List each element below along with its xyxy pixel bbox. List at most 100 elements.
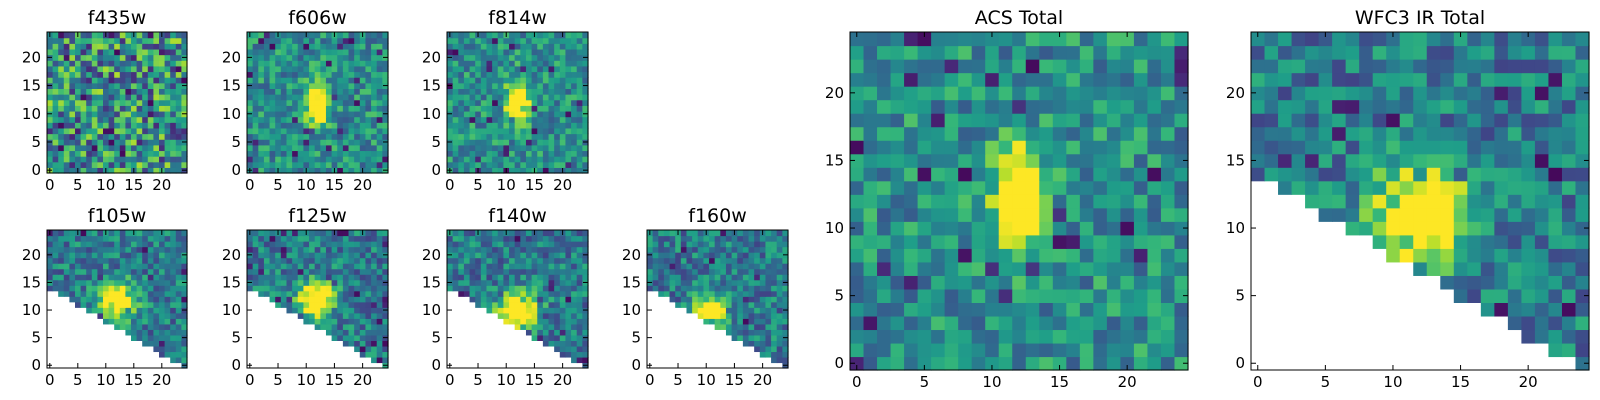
heatmap-cell <box>1453 140 1468 155</box>
heatmap-cell <box>469 48 476 56</box>
heatmap-cell <box>359 150 367 157</box>
heatmap-cell <box>1372 99 1387 114</box>
heatmap-cell <box>737 274 744 281</box>
x-tick-label: 20 <box>753 371 772 389</box>
heatmap-cell <box>331 329 338 336</box>
heatmap-cell <box>525 77 533 84</box>
heatmap-cell <box>181 296 188 303</box>
heatmap-cell <box>486 48 493 56</box>
heatmap-cell <box>1453 221 1468 236</box>
heatmap-cell <box>303 88 310 95</box>
heatmap-cell <box>252 127 259 135</box>
heatmap-cell <box>164 133 171 140</box>
heatmap-cell <box>663 268 671 275</box>
heatmap-cell <box>452 161 459 168</box>
heatmap-cell <box>958 248 973 263</box>
heatmap-cell <box>303 285 310 292</box>
heatmap-cell <box>486 105 493 112</box>
heatmap-cell <box>998 342 1013 358</box>
heatmap-cell <box>153 48 160 56</box>
heatmap-cell <box>1012 113 1027 128</box>
heatmap-cell <box>1147 140 1162 155</box>
heatmap-cell <box>998 207 1013 222</box>
heatmap-cell <box>458 43 465 50</box>
heatmap-cell <box>709 290 716 297</box>
heatmap-cell <box>309 246 316 253</box>
heatmap-cell <box>359 307 367 314</box>
heatmap-cell <box>958 59 973 74</box>
heatmap-cell <box>1066 207 1081 222</box>
heatmap-cell <box>514 312 521 319</box>
heatmap-cell <box>582 105 589 112</box>
heatmap-cell <box>492 307 499 314</box>
heatmap-cell <box>1494 45 1509 60</box>
heatmap-cell <box>309 274 316 281</box>
heatmap-cell <box>1079 167 1094 182</box>
heatmap-cell <box>125 150 132 157</box>
heatmap-cell <box>147 94 154 101</box>
heatmap-cell <box>447 116 454 123</box>
heatmap-cell <box>1440 126 1455 141</box>
heatmap-cell <box>1120 315 1135 331</box>
heatmap-cell <box>292 48 299 56</box>
heatmap-cell <box>354 37 361 44</box>
heatmap-cell <box>365 105 372 112</box>
heatmap-cell <box>337 32 344 39</box>
heatmap-cell <box>263 230 271 237</box>
heatmap-cell <box>542 230 550 237</box>
heatmap-cell <box>1386 167 1401 182</box>
heatmap-cell <box>917 221 932 236</box>
heatmap-cell <box>153 318 160 325</box>
heatmap-cell <box>1052 180 1067 195</box>
heatmap-cell <box>958 126 973 141</box>
heatmap-cell <box>1160 234 1176 249</box>
heatmap-cell <box>365 60 372 67</box>
heatmap-cell <box>131 139 138 146</box>
heatmap-cell <box>554 127 561 135</box>
heatmap-cell <box>1426 153 1441 168</box>
heatmap-cell <box>669 268 676 275</box>
heatmap-cell <box>542 156 550 163</box>
heatmap-cell <box>1106 72 1121 87</box>
heatmap-cell <box>52 274 59 281</box>
heatmap-cell <box>97 139 104 146</box>
heatmap-cell <box>297 274 304 281</box>
heatmap-cell <box>1453 126 1468 141</box>
heatmap-cell <box>759 318 767 325</box>
heatmap-cell <box>286 263 293 270</box>
heatmap-cell <box>998 275 1013 290</box>
heatmap-cell <box>108 257 115 264</box>
heatmap-cell <box>559 340 567 347</box>
heatmap-cell <box>47 71 54 78</box>
heatmap-cell <box>958 315 973 331</box>
heatmap-cell <box>582 88 589 95</box>
heatmap-cell <box>142 230 149 237</box>
heatmap-cell <box>469 167 476 174</box>
heatmap-cell <box>1052 302 1067 317</box>
heatmap-cell <box>520 279 527 286</box>
heatmap-cell <box>571 268 578 275</box>
heatmap-cell <box>458 246 465 253</box>
heatmap-cell <box>776 340 783 347</box>
heatmap-cell <box>354 252 361 259</box>
heatmap-cell <box>877 329 892 344</box>
heatmap-cell <box>147 110 154 118</box>
heatmap-cell <box>1079 261 1094 276</box>
heatmap-cell <box>382 116 389 123</box>
heatmap-cell <box>309 241 316 248</box>
heatmap-cell <box>91 235 98 242</box>
heatmap-cell <box>709 312 716 319</box>
heatmap-cell <box>917 234 932 249</box>
heatmap-cell <box>382 156 389 163</box>
heatmap-cell <box>697 252 704 259</box>
heatmap-cell <box>263 127 271 135</box>
heatmap-cell <box>170 127 177 135</box>
heatmap-cell <box>890 72 905 87</box>
heatmap-cell <box>91 230 98 237</box>
heatmap-cell <box>1120 99 1135 114</box>
heatmap-cell <box>944 356 959 371</box>
heatmap-cell <box>520 88 527 95</box>
heatmap-cell <box>58 48 65 56</box>
heatmap-cell <box>514 301 521 308</box>
